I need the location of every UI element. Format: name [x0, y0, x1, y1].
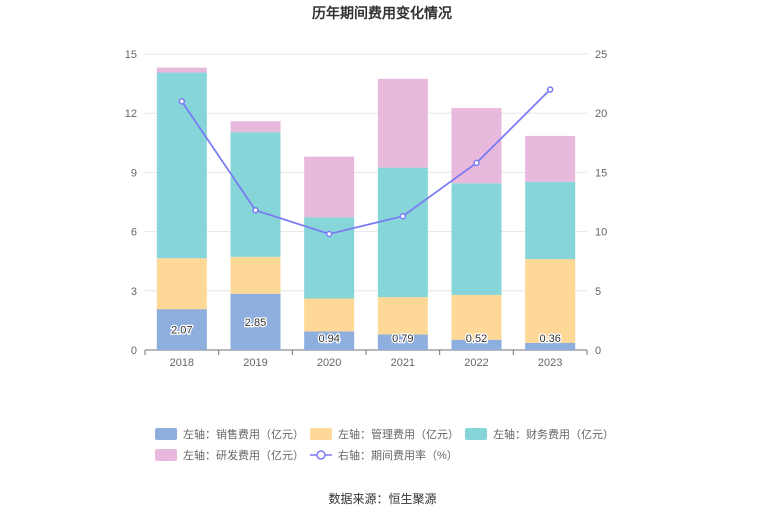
bar-series — [156, 67, 576, 350]
legend[interactable]: 左轴：销售费用（亿元） 左轴：管理费用（亿元） 左轴：财务费用（亿元） 左轴：研发费用… — [155, 427, 614, 462]
data-source: 数据来源：恒生聚源 — [328, 492, 437, 506]
bar-segment — [525, 135, 576, 182]
bar-segment — [377, 167, 428, 298]
bar-segment — [230, 121, 281, 133]
bar-segment — [377, 78, 428, 168]
bar-segment — [451, 339, 502, 350]
legend-marker — [316, 450, 326, 460]
y-right-tick-label: 15 — [595, 167, 607, 179]
y-left-tick-label: 6 — [131, 227, 137, 239]
y-right-tick-label: 20 — [595, 108, 607, 120]
bar-segment — [377, 334, 428, 350]
axes: 0 3 6 9 12 15 0 5 10 15 20 25 2018 2019 2020 2021 2022 20… — [125, 49, 608, 369]
rate-line-series — [178, 86, 554, 238]
x-tick-label: 2022 — [464, 357, 488, 369]
x-tick-label: 2020 — [317, 357, 341, 369]
y-right-tick-label: 5 — [595, 286, 601, 298]
bar-segment — [230, 256, 281, 294]
rate-point — [546, 86, 554, 93]
rate-point — [178, 98, 186, 105]
x-tick-label: 2023 — [538, 357, 562, 369]
legend-label: 左轴：管理费用（亿元） — [338, 427, 459, 441]
legend-swatch — [310, 428, 332, 440]
x-tick-label: 2019 — [243, 357, 267, 369]
bar-segment — [156, 258, 207, 310]
bar-data-labels: 2.07 2.85 0.94 0.79 0.52 0.36 — [170, 316, 562, 347]
y-left-tick-label: 12 — [125, 108, 137, 120]
gridlines — [145, 53, 587, 292]
legend-label: 左轴：财务费用（亿元） — [493, 427, 614, 441]
bar-segment — [525, 342, 576, 350]
bar-segment — [525, 181, 576, 260]
legend-label: 左轴：销售费用（亿元） — [183, 427, 304, 441]
rate-point — [473, 159, 480, 167]
legend-label: 左轴：研发费用（亿元） — [183, 448, 304, 462]
y-left-tick-label: 3 — [131, 286, 137, 298]
legend-swatch — [465, 428, 487, 440]
y-right-tick-label: 0 — [595, 345, 601, 357]
legend-swatch — [155, 428, 177, 440]
bar-data-label: 0.79 — [392, 333, 413, 345]
bar-segment — [230, 132, 281, 257]
bar-segment — [304, 298, 355, 332]
bar-data-label: 0.36 — [539, 333, 560, 345]
bar-segment — [304, 156, 355, 218]
rate-line — [181, 88, 551, 235]
legend-item[interactable]: 右轴：期间费用率（%） — [310, 448, 458, 462]
legend-item[interactable]: 左轴：管理费用（亿元） — [310, 427, 459, 441]
rate-point — [252, 207, 259, 214]
bar-segment — [451, 183, 502, 295]
bar-data-label: 2.85 — [245, 317, 266, 329]
bar-segment — [525, 259, 576, 343]
y-right-tick-label: 25 — [595, 49, 607, 61]
rate-point — [325, 230, 333, 238]
legend-item[interactable]: 左轴：销售费用（亿元） — [155, 427, 304, 441]
rate-point — [399, 212, 407, 220]
y-left-tick-label: 15 — [125, 49, 137, 61]
bar-data-label: 2.07 — [171, 325, 192, 337]
legend-swatch — [155, 449, 177, 461]
y-left-tick-label: 0 — [131, 345, 137, 357]
bar-segment — [377, 297, 428, 335]
y-left-tick-label: 9 — [131, 167, 137, 179]
legend-item[interactable]: 左轴：财务费用（亿元） — [465, 427, 614, 441]
bar-segment — [304, 331, 355, 350]
x-tick-label: 2021 — [391, 357, 415, 369]
bar-segment — [156, 309, 207, 350]
legend-label: 右轴：期间费用率（%） — [338, 448, 458, 462]
y-right-tick-label: 10 — [595, 227, 607, 239]
legend-item[interactable]: 左轴：研发费用（亿元） — [155, 448, 304, 462]
bar-segment — [230, 293, 281, 350]
bar-data-label: 0.52 — [466, 333, 487, 345]
bar-data-label: 0.94 — [318, 333, 339, 345]
bar-segment — [451, 294, 502, 340]
bar-segment — [156, 67, 207, 73]
chart-title: 历年期间费用变化情况 — [312, 5, 452, 21]
x-tick-label: 2018 — [170, 357, 194, 369]
